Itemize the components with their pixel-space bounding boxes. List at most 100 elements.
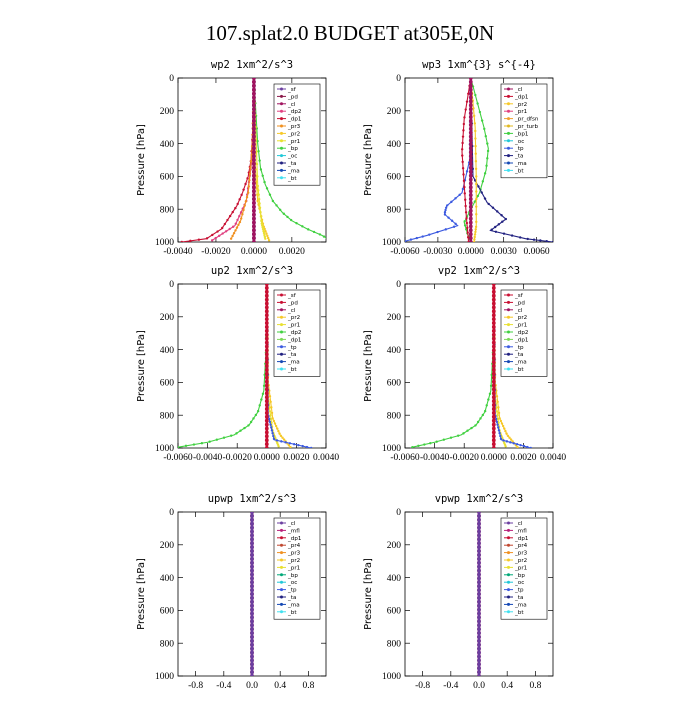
data-point (435, 440, 438, 443)
legend-label: _pr2 (287, 131, 300, 137)
data-point (429, 442, 432, 445)
x-tick-label: -0.4 (443, 681, 458, 691)
x-tick-label: -0.8 (415, 681, 430, 691)
data-point (274, 424, 278, 428)
legend-marker (507, 352, 510, 356)
data-point (264, 391, 269, 396)
data-point (264, 317, 269, 322)
data-point (483, 127, 486, 131)
legend-label: _cl (514, 308, 523, 314)
legend-marker (507, 154, 510, 158)
data-point (236, 218, 239, 222)
data-point (208, 440, 211, 443)
data-point (477, 537, 481, 542)
data-point (252, 115, 256, 119)
legend-marker (280, 551, 283, 555)
panel-title: vp2 1xm^2/s^3 (438, 265, 520, 277)
data-point (461, 187, 465, 191)
data-point (468, 142, 473, 147)
data-point (468, 115, 473, 119)
data-point (295, 222, 298, 225)
data-point (250, 517, 254, 522)
legend-marker (280, 139, 283, 143)
legend-marker (507, 528, 510, 532)
data-point (477, 619, 481, 624)
data-point (269, 417, 273, 421)
data-point (238, 214, 241, 218)
data-point (468, 189, 473, 194)
data-point (487, 202, 490, 206)
data-point (276, 427, 279, 430)
data-point (500, 422, 504, 425)
data-point (243, 204, 246, 207)
data-point (189, 239, 192, 242)
data-point (477, 596, 481, 600)
data-point (468, 224, 473, 229)
legend-marker (280, 109, 283, 113)
data-point (462, 179, 466, 183)
legend-marker (280, 124, 283, 128)
legend-label: _ma (514, 602, 527, 608)
data-point (454, 222, 457, 226)
data-point (252, 78, 256, 80)
data-point (494, 225, 497, 229)
data-point (277, 429, 280, 433)
legend-label: _oc (514, 580, 524, 586)
data-point (491, 286, 496, 290)
legend-marker (280, 308, 283, 312)
data-point (465, 170, 469, 173)
legend-label: _cl (514, 87, 523, 93)
legend-marker (280, 87, 283, 91)
data-point (250, 556, 254, 561)
data-point (468, 177, 473, 182)
data-point (252, 181, 256, 186)
data-point (262, 231, 266, 235)
data-point (462, 129, 465, 132)
legend-marker (507, 521, 510, 525)
data-point (468, 138, 473, 143)
legend-marker (507, 117, 510, 121)
legend-label: _ma (514, 360, 527, 366)
series-group (405, 78, 553, 242)
data-point (250, 580, 254, 585)
data-point (272, 437, 276, 441)
data-point (468, 212, 473, 217)
y-tick-label: 600 (387, 607, 402, 617)
data-point (491, 348, 496, 353)
legend-label: _sf (287, 293, 297, 299)
data-point (491, 344, 496, 349)
legend-label: _mfl (287, 528, 300, 534)
data-point (272, 419, 276, 423)
data-point (264, 446, 269, 448)
x-tick-label: 0.0020 (283, 453, 309, 463)
data-point (491, 438, 496, 443)
data-point (443, 213, 447, 216)
legend-label: _bp (514, 573, 525, 579)
data-point (519, 443, 522, 447)
data-point (264, 395, 269, 400)
data-point (486, 157, 489, 160)
x-tick-label: 0.0 (473, 681, 485, 691)
data-point (250, 568, 254, 573)
data-point (468, 240, 473, 242)
panel-vp2: vp2 1xm^2/s^3 Pressure [hPa] 0 200 400 600 800… (363, 265, 566, 463)
data-point (250, 521, 254, 526)
y-tick-label: 800 (160, 205, 175, 215)
legend-marker (280, 117, 283, 121)
data-point (192, 443, 196, 446)
data-point (264, 313, 269, 318)
data-point (474, 225, 478, 229)
y-tick-label: 0 (396, 280, 401, 290)
data-point (491, 410, 496, 415)
legend-label: _bt (514, 610, 524, 616)
legend: _sf_pd _cl_pr2 _pr1_dp2_dp1 _tp_ta _ma_bt (273, 289, 321, 377)
data-point (255, 162, 259, 166)
data-point (264, 407, 269, 411)
data-point (250, 642, 254, 647)
legend-marker (507, 610, 510, 614)
data-point (411, 445, 414, 448)
legend-label: _pr1 (514, 323, 528, 329)
data-point (473, 238, 476, 241)
data-point (443, 211, 447, 214)
data-point (479, 417, 482, 420)
